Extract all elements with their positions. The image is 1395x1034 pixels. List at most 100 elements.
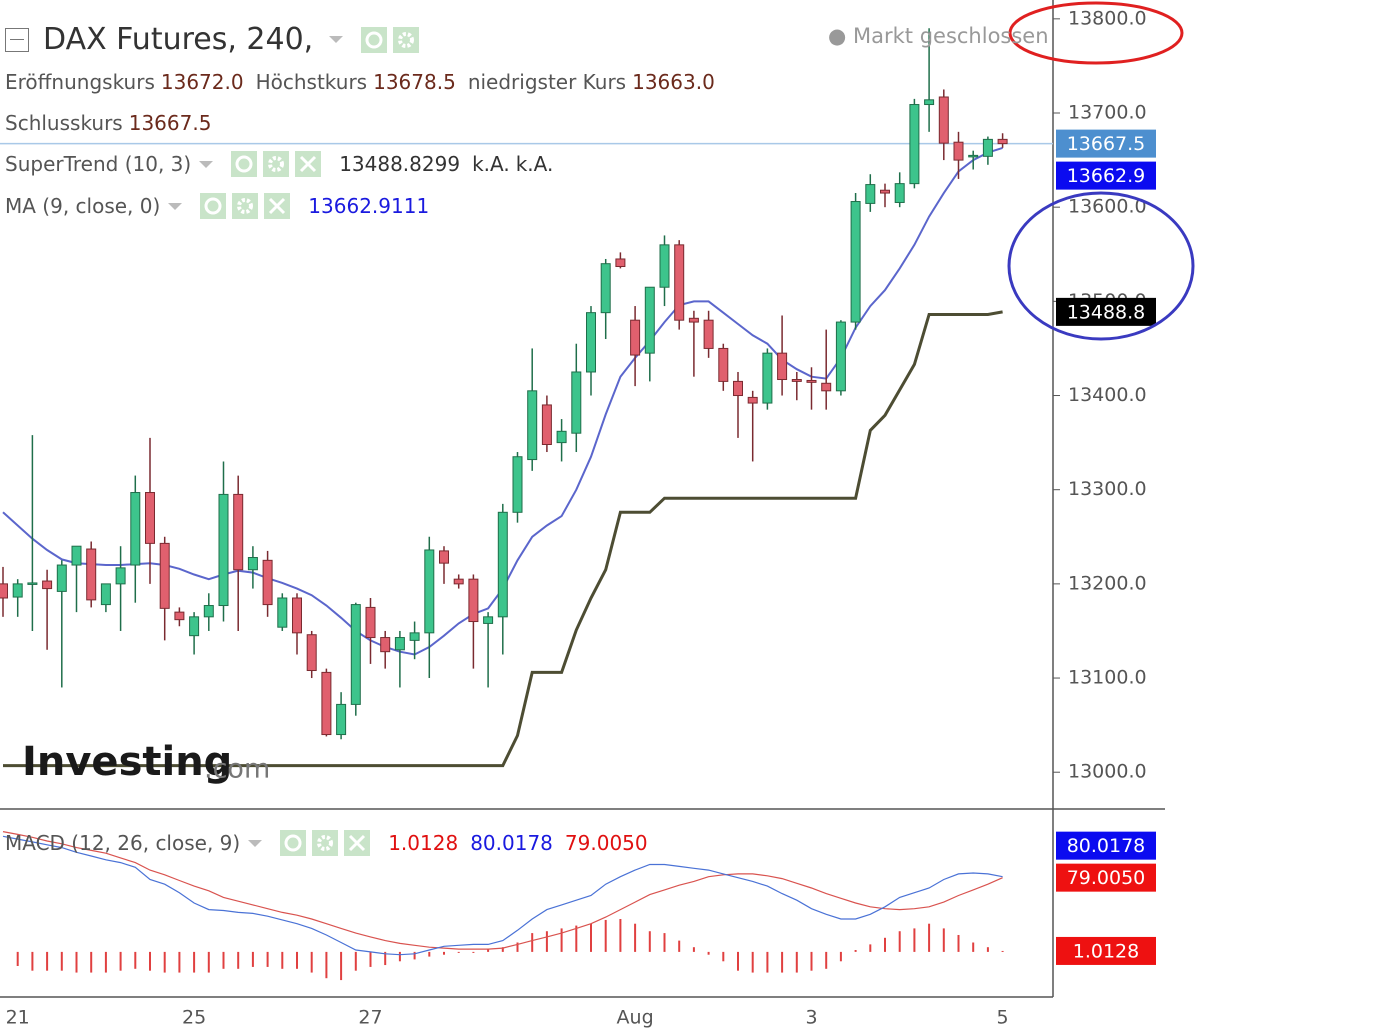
highlight-ellipse (1007, 191, 1195, 341)
candle-body (0, 583, 8, 599)
candle-body (615, 258, 626, 268)
supertrend-legend: SuperTrend (10, 3) 13488.8299 k.A. k.A. (5, 151, 565, 177)
indicator-name: SuperTrend (10, 3) (5, 152, 192, 176)
indicator-value: k.A. (472, 152, 510, 176)
candle-body (262, 559, 273, 606)
candle-body (468, 578, 479, 623)
candle-body (924, 99, 935, 106)
candle-body (600, 263, 611, 314)
candle-body (115, 567, 126, 585)
x-tick-label: 5 (997, 1007, 1009, 1029)
histogram-bar (104, 951, 107, 973)
histogram-bar (766, 951, 769, 973)
candle-body (439, 550, 449, 564)
histogram-bar (90, 951, 93, 973)
candle-body (586, 312, 596, 373)
histogram-bar (957, 934, 960, 952)
ohlc-row: Eröffnungskurs 13672.0 Höchstkurs 13678.5 … (5, 70, 727, 94)
remove-icon[interactable] (264, 193, 291, 219)
candle-body (674, 244, 685, 321)
candle-body (424, 549, 435, 634)
candle-body (233, 493, 244, 571)
candle-body (336, 703, 347, 736)
dropdown[interactable] (329, 36, 344, 43)
settings-icon[interactable] (232, 193, 259, 219)
histogram-bar (237, 951, 240, 969)
candle-body (203, 605, 214, 618)
candle-body (247, 557, 258, 571)
dropdown[interactable] (199, 160, 214, 168)
candle-body (762, 352, 773, 404)
candle-body (747, 396, 758, 404)
remove-icon[interactable] (344, 830, 371, 856)
candle-body (71, 545, 82, 566)
eye-icon[interactable] (361, 26, 388, 53)
candle-body (659, 244, 670, 288)
candle-body (306, 634, 317, 672)
candle-body (100, 583, 111, 606)
candle-body (350, 604, 361, 705)
histogram-bar (590, 923, 592, 952)
candle-body (733, 380, 743, 397)
histogram-bar (928, 923, 931, 952)
candle-body (483, 616, 494, 624)
settings-icon[interactable] (312, 830, 339, 856)
histogram-bar (839, 951, 842, 962)
histogram-bar (16, 951, 19, 966)
histogram-bar (898, 931, 901, 952)
histogram-bar (781, 951, 784, 973)
value-tag (1056, 161, 1156, 190)
y-tick-label: 13200.0 (1068, 572, 1147, 594)
histogram-bar (398, 951, 401, 962)
chart-title: DAX Futures, 240, (43, 22, 314, 57)
histogram-bar (266, 951, 269, 967)
legend-label: Höchstkurs (255, 70, 368, 94)
indicator-name: MA (9, close, 0) (5, 194, 161, 218)
candle-body (497, 511, 508, 618)
histogram-bar (913, 928, 916, 952)
histogram-bar (31, 951, 34, 971)
y-tick-label: 13700.0 (1068, 102, 1147, 124)
value-tag (1056, 297, 1156, 326)
histogram-bar (810, 951, 813, 971)
candle-body (894, 183, 905, 203)
candle-body (865, 184, 876, 204)
signal-line (2, 831, 1003, 950)
indicator-value: 80.0178 (470, 831, 553, 855)
histogram-bar (207, 951, 210, 973)
dropdown[interactable] (168, 202, 183, 210)
watermark: Investing (22, 739, 232, 785)
y-tick-label: 13000.0 (1068, 761, 1147, 783)
eye-icon[interactable] (231, 151, 258, 177)
candle-body (806, 379, 817, 383)
candle-body (630, 319, 641, 356)
candle-body (556, 430, 567, 444)
settings-icon[interactable] (393, 26, 420, 53)
histogram-bar (472, 951, 475, 953)
value-tag-label: 79.0050 (1067, 867, 1146, 889)
candle-body (292, 597, 302, 634)
candle-body (997, 138, 1008, 145)
remove-icon[interactable] (295, 151, 322, 177)
histogram-bar (134, 951, 137, 969)
candle-body (688, 317, 699, 323)
settings-icon[interactable] (263, 151, 290, 177)
histogram-bar (648, 931, 651, 952)
candle-body (541, 404, 552, 445)
candle-body (218, 493, 229, 607)
value-tag (1056, 863, 1156, 892)
candle-body (777, 352, 788, 381)
collapse-button[interactable] (5, 27, 29, 52)
eye-icon[interactable] (280, 830, 307, 856)
x-tick-label: 25 (182, 1007, 206, 1029)
x-tick-label: Aug (617, 1007, 654, 1029)
dropdown[interactable] (248, 839, 263, 847)
eye-icon[interactable] (200, 193, 227, 219)
candle-body (174, 611, 185, 621)
histogram-bar (751, 951, 754, 973)
y-tick-label: 13300.0 (1068, 478, 1147, 500)
histogram-bar (163, 951, 166, 973)
y-tick-label: 13400.0 (1068, 384, 1147, 406)
histogram-bar (604, 919, 607, 952)
